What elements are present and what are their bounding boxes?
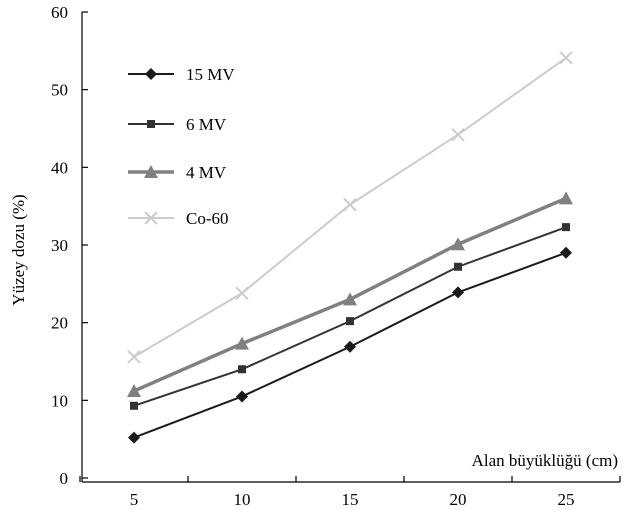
x-marker-stroke xyxy=(235,286,249,300)
series-15-mv xyxy=(128,246,572,444)
x-marker-stroke xyxy=(451,128,465,142)
square-marker xyxy=(238,365,246,374)
x-marker-stroke xyxy=(127,350,141,364)
diamond-marker xyxy=(236,390,248,403)
square-marker xyxy=(346,317,354,326)
triangle-marker xyxy=(559,191,573,205)
y-axis-label: Yüzey dozu (%) xyxy=(9,194,28,305)
diamond-marker xyxy=(128,431,140,444)
triangle-marker xyxy=(451,237,465,251)
legend-item: 4 MV xyxy=(128,163,227,182)
square-marker xyxy=(562,223,570,232)
triangle-marker xyxy=(343,292,357,306)
x-tick-label: 25 xyxy=(558,490,575,509)
axes: 0 10 20 30 40 50 60 5 10 15 20 25 xyxy=(51,3,621,509)
diamond-marker xyxy=(344,340,356,353)
x-tick-label: 15 xyxy=(342,490,359,509)
legend-label: Co-60 xyxy=(186,209,229,228)
x-marker-stroke xyxy=(144,211,158,225)
x-marker-stroke xyxy=(559,51,573,65)
legend-item: Co-60 xyxy=(128,209,229,228)
x-tick-label: 10 xyxy=(234,490,251,509)
y-tick-label: 10 xyxy=(51,391,68,410)
triangle-marker xyxy=(144,165,158,178)
x-marker xyxy=(559,51,573,65)
legend-item: 6 MV xyxy=(128,115,227,134)
series-6-mv xyxy=(130,223,570,410)
square-marker xyxy=(130,401,138,410)
diamond-marker xyxy=(560,246,572,259)
x-tick-label: 20 xyxy=(450,490,467,509)
diamond-marker xyxy=(145,68,157,80)
x-marker xyxy=(144,211,158,225)
x-marker xyxy=(235,286,249,300)
y-tick-label: 20 xyxy=(51,314,68,333)
diamond-marker xyxy=(452,286,464,299)
legend-label: 6 MV xyxy=(186,115,227,134)
square-marker xyxy=(147,120,155,128)
x-tick-label: 5 xyxy=(130,490,139,509)
x-marker xyxy=(343,197,357,212)
x-marker xyxy=(451,128,465,142)
x-marker-stroke xyxy=(343,197,357,212)
series-layer xyxy=(127,51,573,444)
y-tick-label: 50 xyxy=(51,81,68,100)
series-line xyxy=(133,57,567,358)
series-co-60 xyxy=(127,51,573,364)
square-marker xyxy=(454,262,462,271)
legend: 15 MV 6 MV 4 MV Co-60 xyxy=(128,65,235,228)
legend-label: 4 MV xyxy=(186,163,227,182)
x-axis-label: Alan büyüklüğü (cm) xyxy=(472,451,618,470)
triangle-marker xyxy=(235,336,249,350)
x-marker xyxy=(127,350,141,364)
legend-item: 15 MV xyxy=(128,65,235,84)
y-tick-label: 0 xyxy=(60,469,69,488)
y-tick-label: 30 xyxy=(51,236,68,255)
triangle-marker xyxy=(127,384,141,398)
legend-label: 15 MV xyxy=(186,65,235,84)
y-tick-label: 60 xyxy=(51,3,68,22)
y-tick-label: 40 xyxy=(51,158,68,177)
series-4-mv xyxy=(127,191,573,398)
series-line xyxy=(133,226,567,407)
